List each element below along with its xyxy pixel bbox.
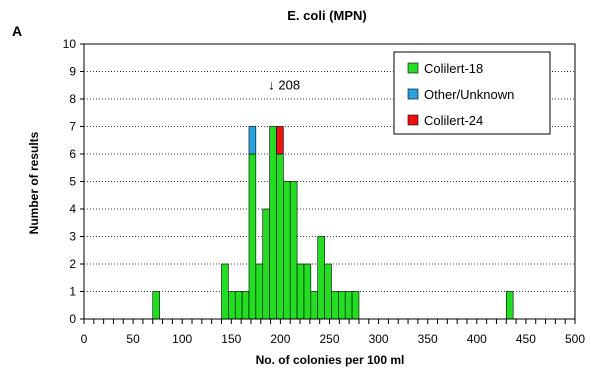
x-tick-label-500: 500 (565, 332, 585, 346)
bar-colilert-18-182 (262, 208, 270, 320)
legend-label-other-unknown: Other/Unknown (424, 87, 514, 102)
annotation-208: ↓ 208 (268, 77, 300, 92)
legend-swatch-colilert-24 (407, 114, 419, 126)
bar-colilert-18-154 (234, 291, 243, 320)
bar-colilert-18-266 (344, 291, 353, 320)
x-tick-label-450: 450 (516, 332, 536, 346)
x-tick-label-100: 100 (172, 332, 192, 346)
legend-label-colilert-18: Colilert-18 (424, 61, 483, 76)
legend-box (393, 51, 551, 135)
bar-colilert-18-189 (269, 126, 277, 320)
bar-colilert-18-210 (289, 181, 298, 320)
bar-colilert-18-147 (228, 291, 236, 320)
x-tick-label-250: 250 (319, 332, 339, 346)
y-tick-label-1: 1 (69, 285, 76, 299)
bar-colilert-18-203 (283, 181, 291, 320)
bar-colilert-18-217 (296, 263, 305, 320)
x-axis-label: No. of colonies per 100 ml (256, 353, 405, 367)
y-tick-label-5: 5 (69, 175, 76, 189)
y-tick-label-0: 0 (69, 312, 76, 326)
x-tick-label-300: 300 (369, 332, 389, 346)
bar-colilert-18-70 (152, 291, 160, 320)
bar-colilert-18-168 (248, 153, 257, 320)
bar-other-unknown-168 (248, 126, 257, 155)
bar-colilert-18-259 (338, 291, 346, 320)
y-tick-label-8: 8 (69, 92, 76, 106)
bar-colilert-18-224 (303, 263, 312, 320)
y-tick-label-4: 4 (69, 202, 76, 216)
bar-colilert-18-238 (317, 236, 325, 320)
plot-area-border (83, 43, 576, 320)
bar-colilert-18-161 (241, 291, 250, 320)
bar-colilert-18-430 (505, 291, 514, 320)
chart-title: E. coli (MPN) (287, 8, 366, 23)
bar-colilert-18-273 (351, 291, 360, 320)
bar-colilert-24-196 (276, 126, 284, 155)
legend-swatch-other-unknown (407, 88, 419, 100)
bar-colilert-18-245 (324, 263, 332, 320)
bar-colilert-18-140 (221, 263, 229, 320)
bar-colilert-18-252 (331, 291, 339, 320)
y-tick-label-6: 6 (69, 147, 76, 161)
y-tick-label-3: 3 (69, 230, 76, 244)
x-tick-label-350: 350 (418, 332, 438, 346)
bar-colilert-18-175 (255, 263, 264, 320)
y-tick-label-7: 7 (69, 120, 76, 134)
legend-swatch-colilert-18 (407, 62, 419, 74)
x-tick-label-50: 50 (126, 332, 140, 346)
bar-colilert-18-231 (310, 291, 319, 320)
y-tick-label-2: 2 (69, 257, 76, 271)
y-tick-label-9: 9 (69, 65, 76, 79)
x-tick-label-0: 0 (81, 332, 88, 346)
x-tick-label-200: 200 (270, 332, 290, 346)
bars (152, 126, 514, 320)
axes (80, 43, 576, 324)
bar-colilert-18-196 (276, 153, 284, 320)
y-tick-label-10: 10 (63, 37, 77, 51)
legend: Colilert-18 Other/Unknown Colilert-24 (393, 51, 551, 135)
panel-label: A (12, 23, 22, 39)
x-tick-label-400: 400 (467, 332, 487, 346)
legend-label-colilert-24: Colilert-24 (424, 113, 483, 128)
y-axis-label: Number of results (27, 131, 41, 234)
x-tick-label-150: 150 (221, 332, 241, 346)
